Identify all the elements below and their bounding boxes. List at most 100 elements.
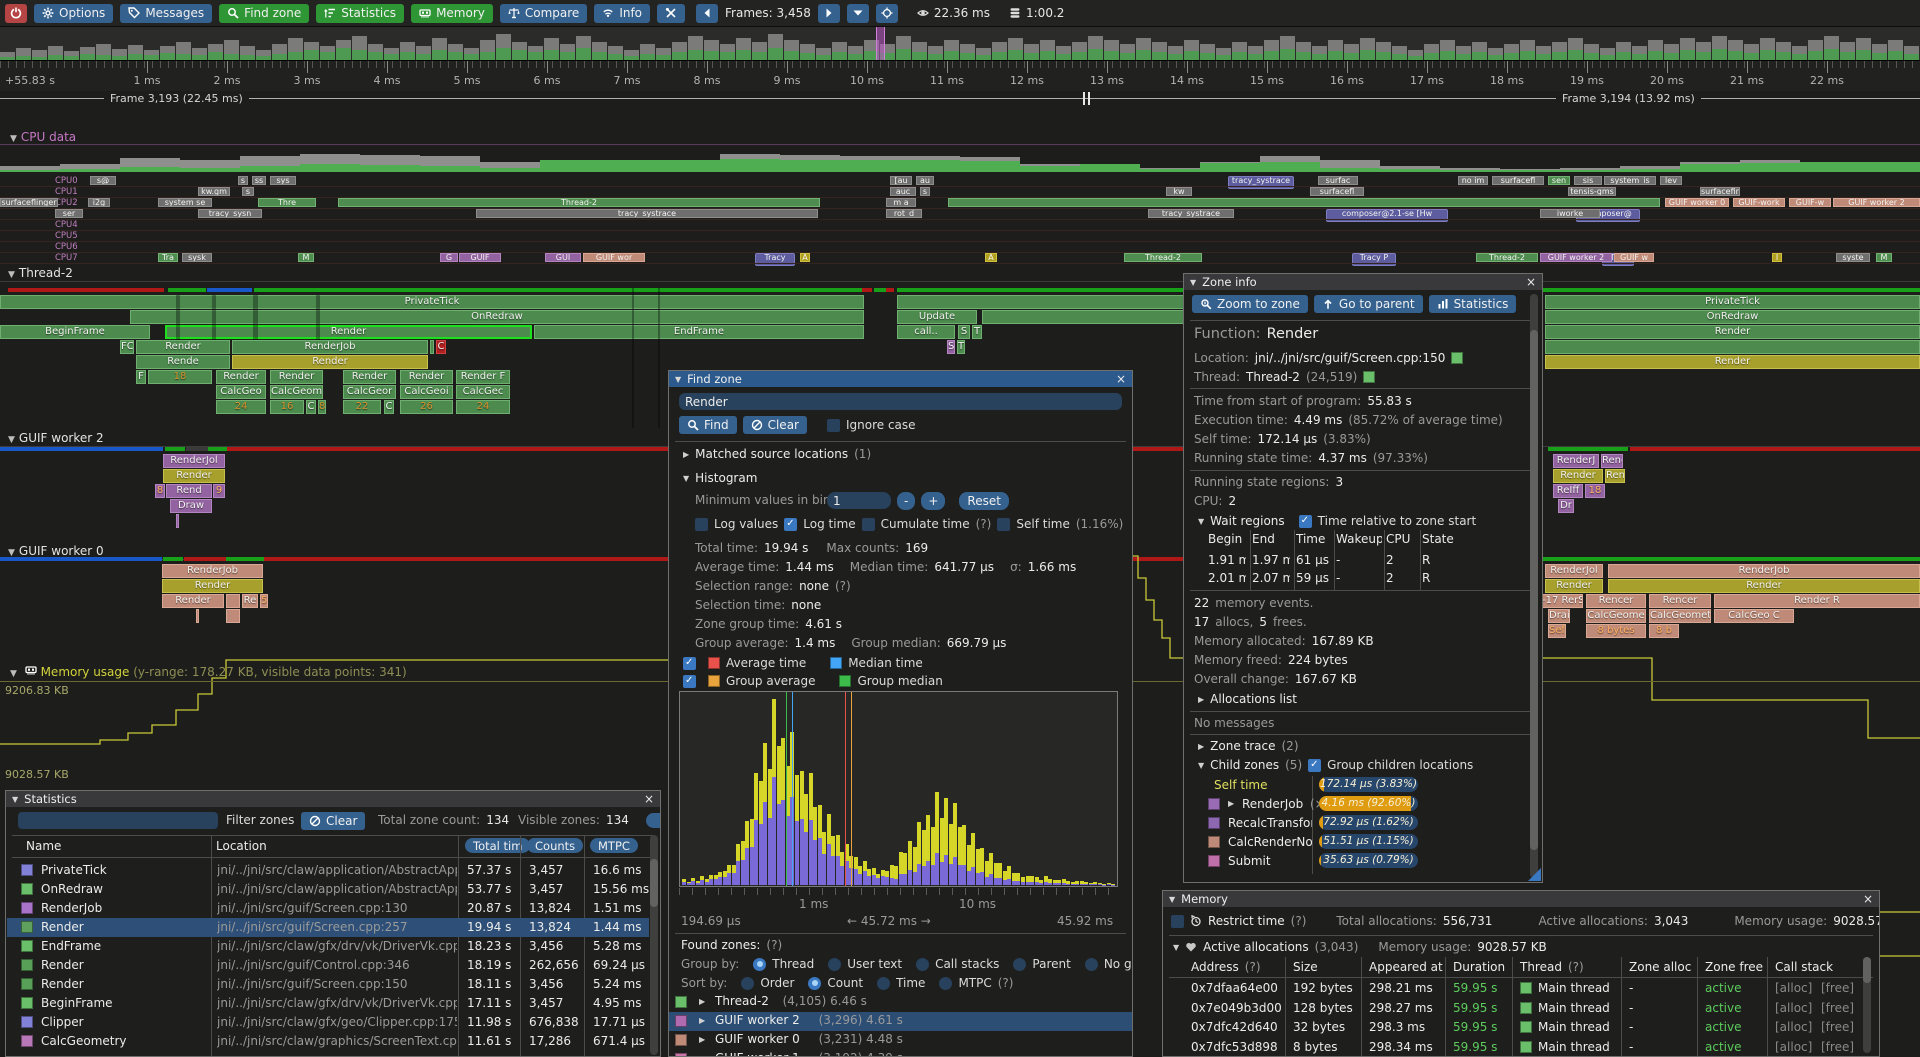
cpu-zone[interactable]: au: [916, 176, 934, 185]
table-row[interactable]: EndFramejni/../jni/src/claw/gfx/drv/vk/D…: [7, 937, 649, 956]
col-zone-alloc[interactable]: Zone alloc: [1629, 960, 1691, 974]
group-by-radio-call-stacks[interactable]: [916, 958, 929, 971]
cpu-zone[interactable]: Thread-2: [338, 198, 820, 207]
cpu-zone[interactable]: GUIF: [459, 253, 501, 262]
frame-label-right[interactable]: Frame 3,194 (13.92 ms): [1556, 92, 1701, 105]
cpu-zone[interactable]: system se: [158, 198, 212, 207]
histogram-plot[interactable]: [679, 691, 1118, 887]
cpu-zone[interactable]: kw: [1166, 187, 1192, 196]
alloc-appeared[interactable]: 298.3 ms: [1369, 1020, 1443, 1034]
alloc-callstack-alloc[interactable]: [alloc]: [1775, 1020, 1819, 1034]
group-by-radio-thread[interactable]: [753, 958, 766, 971]
frame-markers[interactable]: Frame 3,193 (22.45 ms) Frame 3,194 (13.9…: [0, 91, 1920, 106]
table-row[interactable]: PrivateTickjni/../jni/src/claw/applicati…: [7, 861, 649, 880]
min-bin-input[interactable]: [827, 492, 891, 509]
timeline-zone[interactable]: ReIff: [1553, 484, 1583, 498]
found-zone-row[interactable]: ▶GUIF worker 0(3,231) 4.48 s: [669, 1031, 1133, 1050]
cpu-zone[interactable]: M: [1876, 253, 1892, 262]
ignore-case-checkbox[interactable]: [827, 419, 840, 432]
timeline-zone[interactable]: RenderJol: [1545, 564, 1603, 578]
cpu-zone[interactable]: Thread-2: [1124, 253, 1202, 262]
alloc-address[interactable]: 0x7dfc42d640: [1191, 1020, 1283, 1034]
active-allocations-section[interactable]: Active allocations: [1203, 940, 1309, 954]
timeline-zone[interactable]: -17 RerS: [1541, 594, 1583, 608]
sort-by-radio-time[interactable]: [877, 977, 890, 990]
cpu-zone[interactable]: GUIF worker 0: [1665, 198, 1729, 207]
child-zone-name[interactable]: CalcRenderNodes: [1228, 835, 1312, 849]
sort-by-radio-count[interactable]: [808, 977, 821, 990]
cpu-zone[interactable]: kw.gm: [198, 187, 230, 196]
cpu-zone[interactable]: tracy_systrace: [476, 209, 818, 218]
cpu-zone[interactable]: G: [440, 253, 458, 262]
expand-icon[interactable]: ▶: [699, 997, 705, 1006]
timeline-zone[interactable]: CalcGeome: [270, 385, 323, 399]
timeline-zone[interactable]: Render: [163, 469, 225, 483]
col-location[interactable]: Location: [216, 839, 267, 853]
toolbar-button-info[interactable]: Info: [594, 4, 650, 23]
time-relative-checkbox[interactable]: [1299, 515, 1312, 528]
collapse-icon[interactable]: ▼: [1198, 761, 1204, 770]
col-size[interactable]: Size: [1293, 960, 1318, 974]
table-row[interactable]: Clipperjni/../jni/src/claw/gfx/geo/Clipp…: [7, 1013, 649, 1032]
timeline-zone[interactable]: Dr: [1558, 499, 1574, 513]
cpu-zone[interactable]: s@: [90, 176, 116, 185]
zone-info-titlebar[interactable]: ▼ Zone info ×: [1184, 274, 1542, 290]
col-appeared-at[interactable]: Appeared at: [1369, 960, 1443, 974]
cpu-zone[interactable]: i2g: [88, 198, 110, 207]
cpu-zone[interactable]: tracy_sysn: [198, 209, 262, 218]
timeline-zone[interactable]: Render: [270, 370, 323, 384]
zone-trace[interactable]: Zone trace: [1210, 739, 1275, 753]
cpu-zone[interactable]: tensis-gms: [1568, 187, 1616, 196]
timeline-zone[interactable]: Render: [1545, 325, 1920, 339]
cpu-zone[interactable]: syste: [1836, 253, 1870, 262]
timeline-zone[interactable]: C: [306, 400, 316, 414]
cpu-zone[interactable]: GUI: [545, 253, 581, 262]
col-mtpc[interactable]: MTPC: [590, 838, 638, 853]
cpu-zone[interactable]: GUIF wor: [583, 253, 645, 262]
expand-icon[interactable]: ▶: [1198, 742, 1204, 751]
cpu-zone[interactable]: surfac: [1318, 176, 1358, 185]
collapse-icon[interactable]: ▼: [12, 795, 18, 804]
timeline-zone[interactable]: S: [947, 340, 955, 354]
go-to-parent-button[interactable]: Go to parent: [1314, 295, 1423, 313]
expand-icon[interactable]: ▶: [699, 1035, 705, 1044]
timeline-zone[interactable]: 24: [456, 400, 510, 414]
timeline-zone[interactable]: CalcGeor: [343, 385, 396, 399]
collapse-icon[interactable]: ▼: [683, 474, 689, 483]
cpu-zone[interactable]: system_is: [1604, 176, 1656, 185]
cpu-zone[interactable]: Thread-2: [1476, 253, 1538, 262]
child-zone-name[interactable]: RecalcTransform: [1228, 816, 1312, 830]
timeline-zone[interactable]: Rend: [1601, 454, 1623, 468]
sort-by-radio-order[interactable]: [741, 977, 754, 990]
resize-grip[interactable]: [1528, 868, 1541, 881]
cpu-zone[interactable]: s: [920, 187, 930, 196]
limit-pill[interactable]: [646, 813, 661, 828]
cpu-zone[interactable]: [au: [890, 176, 912, 185]
cpu-zone[interactable]: no im: [1458, 176, 1488, 185]
scrollbar-thumb[interactable]: [1530, 330, 1538, 850]
cpu-zone[interactable]: s: [238, 176, 248, 185]
col-counts[interactable]: Counts: [527, 838, 583, 853]
timeline-zone[interactable]: PrivateTick: [1545, 295, 1920, 309]
zoom-to-zone-button[interactable]: Zoom to zone: [1192, 295, 1308, 313]
alloc-appeared[interactable]: 298.21 ms: [1369, 981, 1443, 995]
log-values-checkbox[interactable]: [695, 518, 708, 531]
timeline-zone[interactable]: [226, 609, 240, 623]
timeline-zone[interactable]: CalcGeo C: [1714, 609, 1794, 623]
cpu-zone[interactable]: sis: [1574, 176, 1602, 185]
group-by-radio-no-groupi[interactable]: [1085, 958, 1098, 971]
allocations-list[interactable]: Allocations list: [1210, 692, 1297, 706]
crosshair-button[interactable]: [876, 4, 898, 23]
timeline-zone[interactable]: Render F: [456, 370, 510, 384]
toolbar-button-tools[interactable]: [657, 4, 685, 23]
collapse-icon[interactable]: ▼: [1190, 278, 1196, 287]
thread-header-guif-worker-0[interactable]: ▼GUIF worker 0: [8, 544, 104, 558]
timeline-zone[interactable]: Render: [1545, 579, 1603, 593]
alloc-callstack-free[interactable]: [free]: [1821, 1040, 1861, 1054]
found-zone-row[interactable]: ▶GUIF worker 2(3,296) 4.61 s: [669, 1012, 1133, 1031]
cpu-zone[interactable]: GUIF worker 2: [1833, 198, 1920, 207]
timeline-zone[interactable]: [196, 609, 199, 623]
timeline-zone[interactable]: RenderJob: [232, 340, 428, 354]
cpu-zone[interactable]: lev: [1660, 176, 1682, 185]
timeline-zone[interactable]: PrivateTick: [0, 295, 864, 309]
